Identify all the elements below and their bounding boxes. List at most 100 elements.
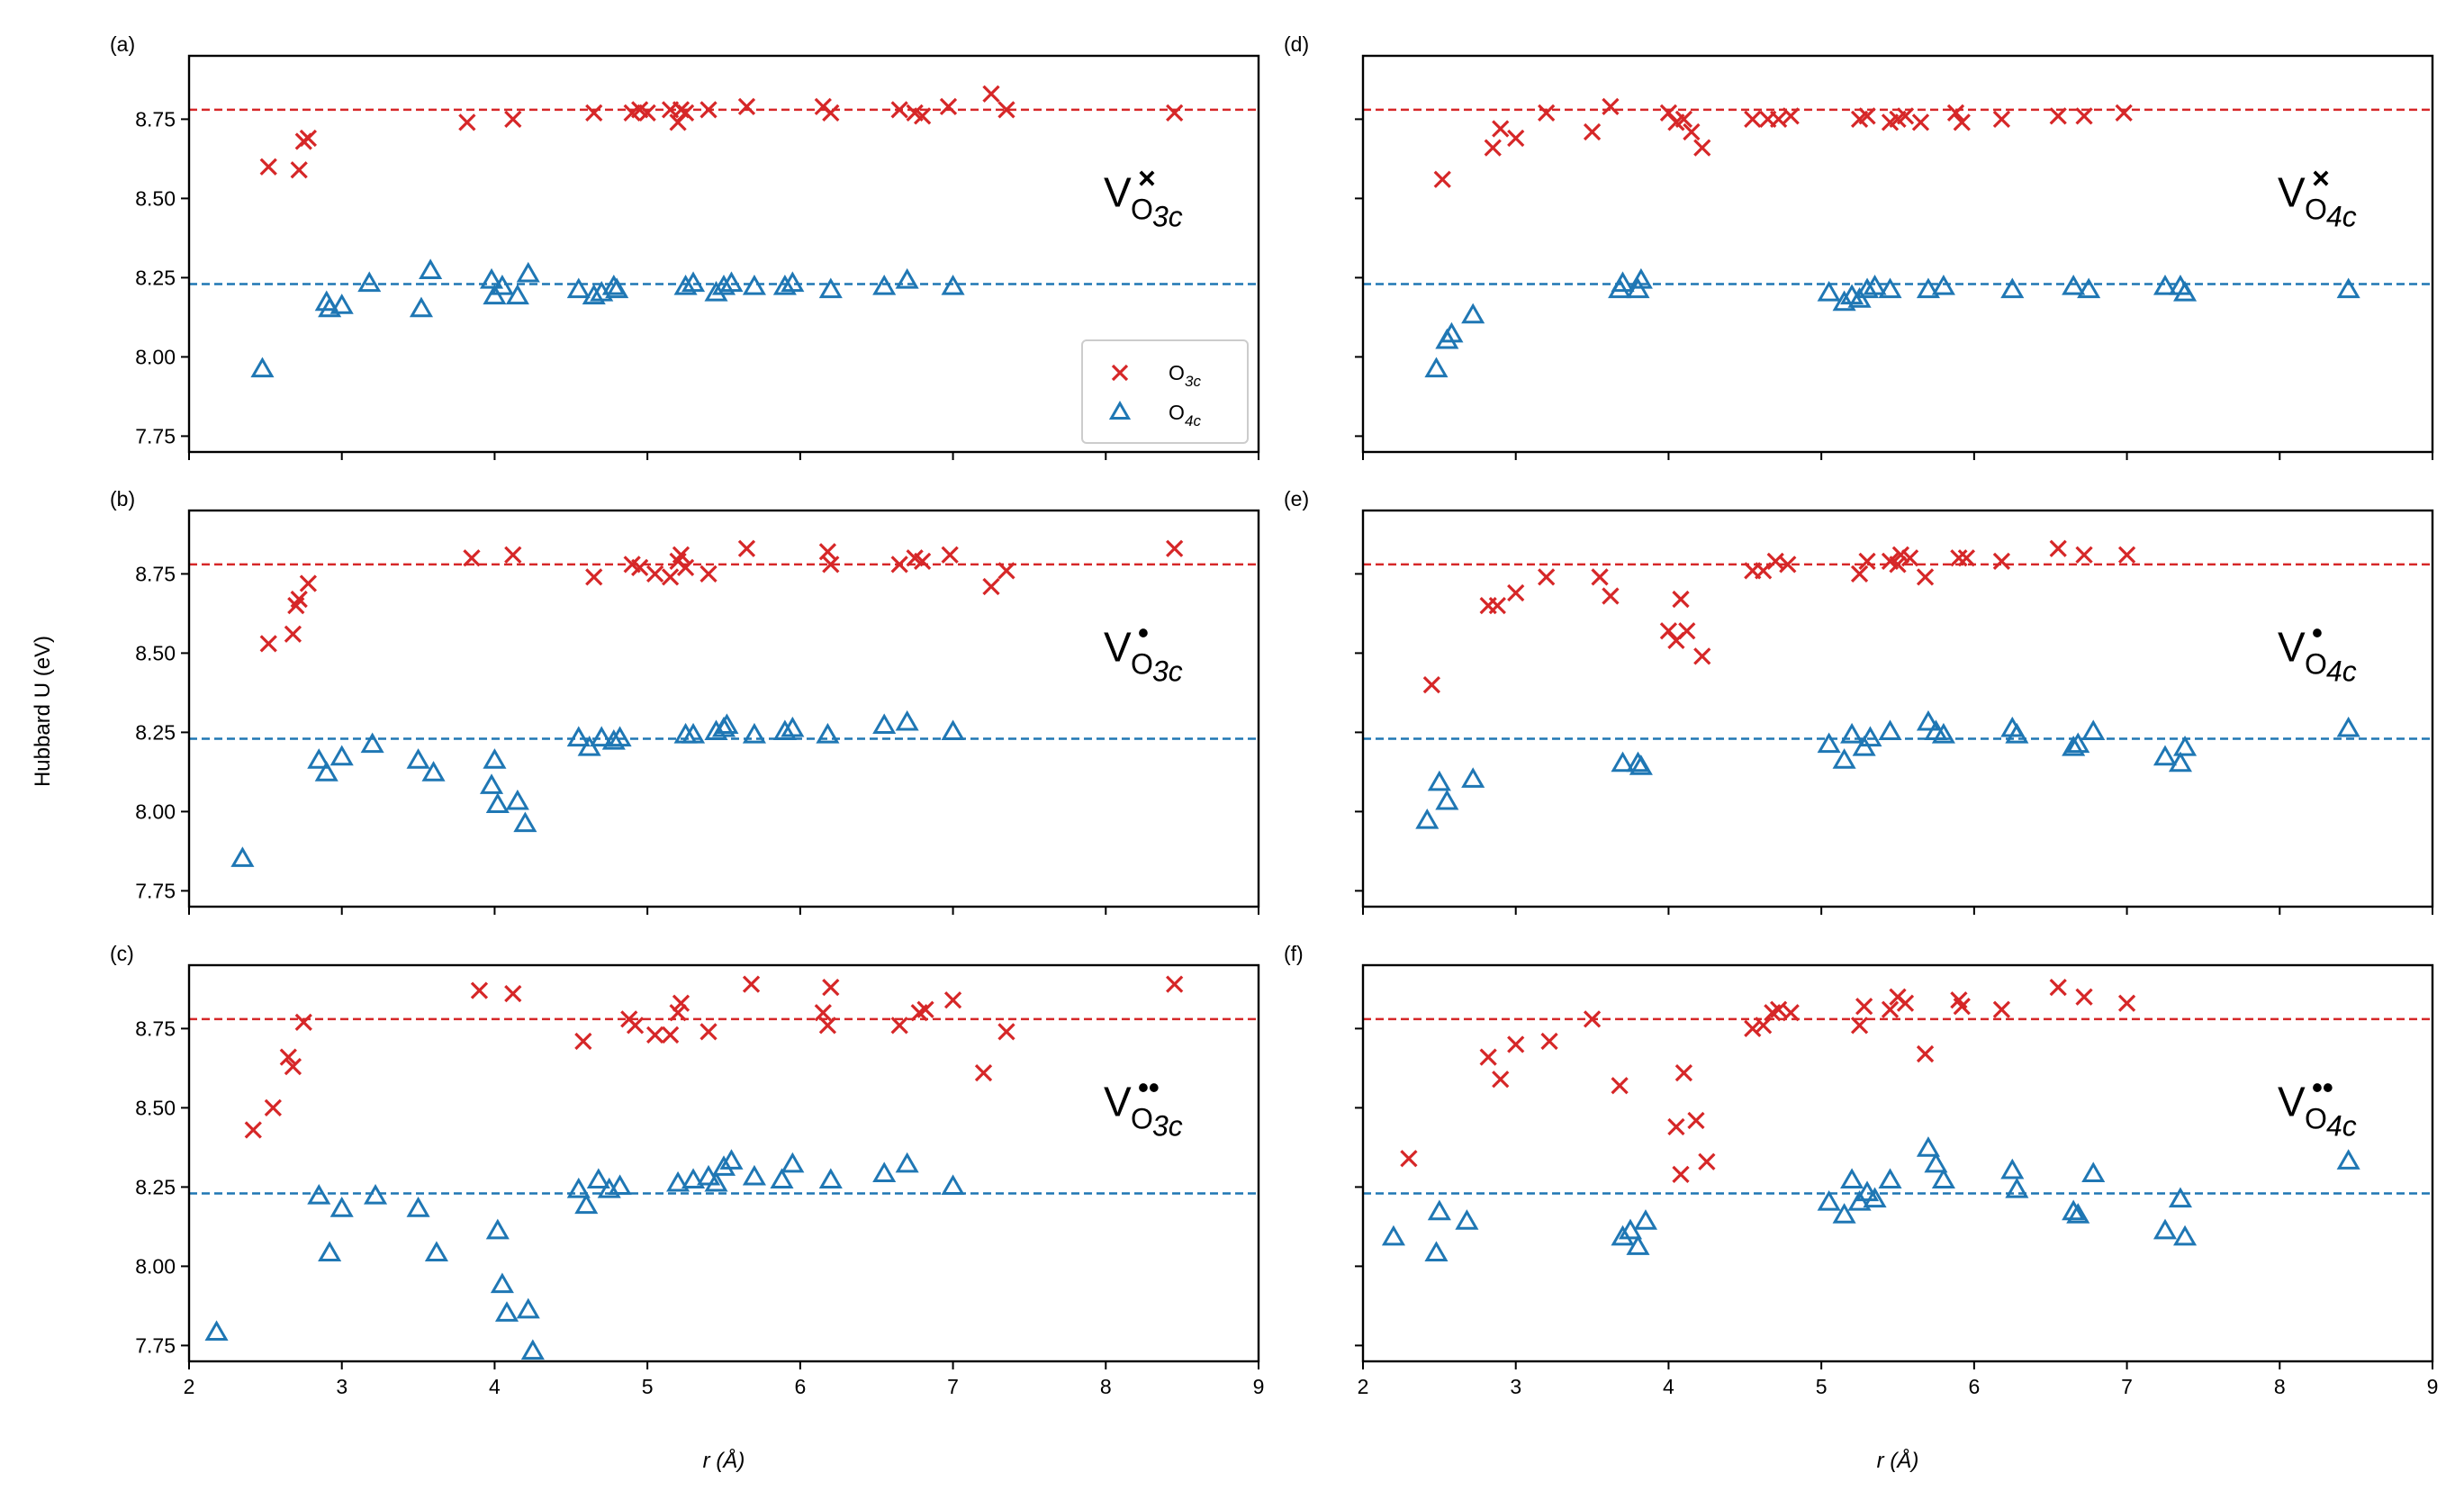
point-o4c bbox=[357, 271, 382, 293]
point-o4c bbox=[1629, 267, 1653, 289]
vacancy-symbol: V bbox=[2278, 623, 2306, 670]
point-o3c bbox=[1896, 107, 1915, 125]
legend-label-o4c: O bbox=[1169, 401, 1185, 424]
panel-tag: (b) bbox=[110, 487, 135, 511]
point-o3c bbox=[1611, 1077, 1629, 1095]
point-o4c bbox=[307, 1183, 331, 1205]
panel-tag: (f) bbox=[1284, 942, 1304, 965]
point-o4c bbox=[1855, 1180, 1880, 1202]
y-tick-label: 8.25 bbox=[135, 1175, 176, 1198]
x-tick-label: 4 bbox=[489, 1375, 501, 1398]
point-o3c bbox=[1916, 568, 1935, 586]
legend: O 3cO 4c bbox=[1081, 339, 1249, 444]
point-o4c bbox=[872, 1161, 897, 1182]
point-o3c bbox=[672, 546, 690, 564]
point-o3c bbox=[1850, 1017, 1869, 1035]
vacancy-label: V O 4c• bbox=[2278, 616, 2357, 687]
y-tick-label: 8.75 bbox=[135, 107, 176, 131]
x-tick-label: 8 bbox=[2274, 1375, 2286, 1398]
y-tick-label: 8.25 bbox=[135, 720, 176, 744]
point-o3c bbox=[2049, 979, 2067, 997]
vacancy-subscript: O bbox=[2305, 193, 2327, 225]
point-o3c bbox=[982, 85, 1000, 103]
y-tick-label: 8.50 bbox=[135, 1096, 176, 1119]
point-o3c bbox=[574, 1032, 592, 1051]
vacancy-symbol: V bbox=[1104, 1078, 1132, 1125]
vacancy-subscript: O bbox=[1131, 193, 1153, 225]
point-o3c bbox=[1602, 587, 1620, 605]
point-o4c bbox=[406, 1197, 430, 1217]
point-o4c bbox=[742, 722, 766, 744]
point-o4c bbox=[1817, 1189, 1841, 1211]
point-o3c bbox=[1484, 139, 1502, 157]
point-o4c bbox=[516, 1297, 540, 1319]
vacancy-symbol: V bbox=[1104, 623, 1132, 670]
point-o3c bbox=[1687, 1111, 1705, 1130]
point-o3c bbox=[943, 991, 962, 1009]
vacancy-subscript-site: 4c bbox=[2326, 1109, 2357, 1142]
point-o4c bbox=[1427, 1199, 1451, 1221]
point-o3c bbox=[1672, 1165, 1690, 1183]
point-o4c bbox=[872, 274, 897, 295]
vacancy-subscript: O bbox=[2305, 1102, 2327, 1134]
y-tick-label: 8.75 bbox=[135, 1017, 176, 1040]
axes-frame bbox=[187, 509, 1260, 908]
point-o3c bbox=[2049, 107, 2067, 125]
point-o3c bbox=[2117, 994, 2136, 1012]
vacancy-subscript: O bbox=[2305, 647, 2327, 680]
point-o3c bbox=[982, 577, 1000, 596]
point-o4c bbox=[895, 267, 919, 289]
point-o4c bbox=[1832, 290, 1856, 312]
y-tick-label: 7.75 bbox=[135, 879, 176, 902]
point-o4c bbox=[770, 1168, 794, 1189]
point-o3c bbox=[1992, 110, 2011, 129]
point-o4c bbox=[715, 713, 739, 735]
point-o4c bbox=[513, 811, 537, 833]
vacancy-symbol: V bbox=[2278, 1078, 2306, 1125]
point-o3c bbox=[737, 539, 756, 557]
point-o4c bbox=[895, 1152, 919, 1173]
point-o4c bbox=[2081, 719, 2106, 741]
point-o3c bbox=[1507, 583, 1525, 602]
point-o4c bbox=[895, 709, 919, 731]
vacancy-label: V O 4c •• bbox=[2278, 1071, 2357, 1142]
point-o3c bbox=[814, 1004, 832, 1022]
point-o3c bbox=[890, 556, 908, 574]
point-o3c bbox=[1992, 552, 2011, 570]
x-tick-label: 3 bbox=[336, 1375, 347, 1398]
point-o3c bbox=[259, 158, 277, 176]
point-o4c bbox=[494, 1301, 519, 1322]
vacancy-label: V O 4c × bbox=[2278, 161, 2357, 232]
point-o3c bbox=[2117, 546, 2136, 564]
legend-marker-o3c bbox=[1111, 364, 1129, 382]
point-o4c bbox=[2153, 274, 2178, 295]
point-o4c bbox=[307, 748, 331, 769]
point-o3c bbox=[1950, 549, 1968, 567]
point-o4c bbox=[424, 1241, 448, 1261]
axes-frame bbox=[1361, 963, 2434, 1363]
point-o3c bbox=[1674, 1064, 1693, 1082]
vacancy-symbol: V bbox=[2278, 168, 2306, 215]
point-o3c bbox=[1946, 104, 1965, 122]
point-o4c bbox=[1931, 1168, 1955, 1189]
point-o4c bbox=[1461, 767, 1485, 788]
point-o4c bbox=[1863, 1187, 1887, 1208]
point-o3c bbox=[645, 565, 664, 583]
point-o4c bbox=[483, 748, 507, 769]
point-o3c bbox=[1889, 556, 1907, 574]
point-o3c bbox=[1667, 1117, 1685, 1136]
x-tick-label: 9 bbox=[2427, 1375, 2439, 1398]
point-o3c bbox=[661, 1026, 680, 1044]
vacancy-subscript: O bbox=[1131, 1102, 1153, 1134]
vacancy-label: V O 3c• bbox=[1104, 616, 1183, 687]
axes-frame bbox=[1361, 509, 2434, 908]
point-o3c bbox=[1755, 562, 1773, 580]
point-o3c bbox=[244, 1121, 262, 1139]
point-o4c bbox=[2062, 1199, 2086, 1221]
point-o3c bbox=[1166, 975, 1184, 993]
point-o4c bbox=[711, 1155, 736, 1176]
point-o3c bbox=[1583, 122, 1602, 141]
axes-frame bbox=[1361, 54, 2434, 454]
point-o4c bbox=[1931, 722, 1955, 744]
x-tick-label: 5 bbox=[642, 1375, 654, 1398]
